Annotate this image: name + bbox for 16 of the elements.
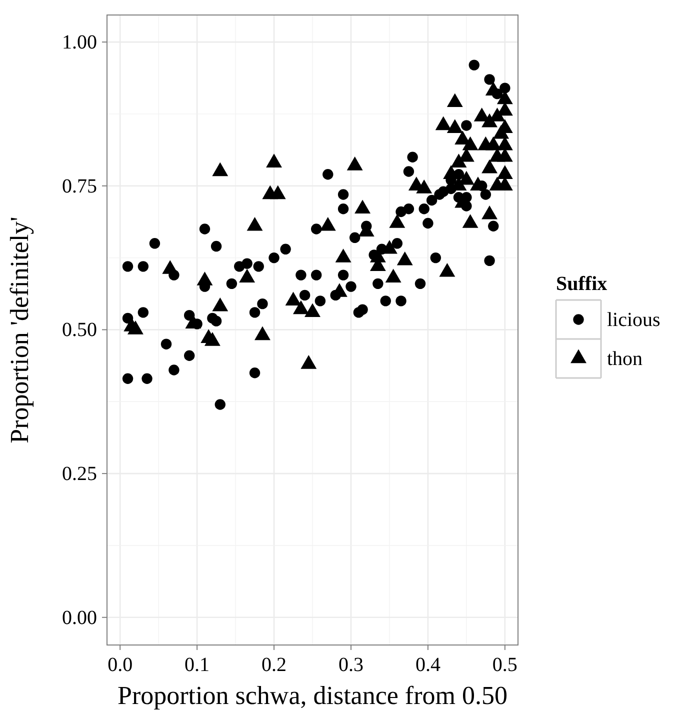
x-tick-label: 0.0 (108, 654, 133, 676)
y-tick-label: 1.00 (62, 31, 97, 54)
y-tick-label: 0.25 (62, 462, 97, 485)
x-tick-label: 0.3 (338, 654, 364, 676)
x-axis-title: Proportion schwa, distance from 0.50 (118, 681, 508, 710)
legend-title: Suffix (556, 273, 608, 295)
x-tick-label: 0.4 (415, 654, 440, 676)
legend-label: thon (607, 348, 643, 370)
y-tick-label: 0.50 (62, 319, 97, 342)
x-tick-label: 0.1 (184, 654, 210, 676)
x-tick-label: 0.5 (492, 654, 518, 676)
legend-label: licious (607, 309, 661, 331)
x-tick-label: 0.2 (262, 654, 287, 676)
y-tick-label: 0.00 (62, 606, 97, 629)
y-axis-title: Proportion 'definitely' (5, 216, 34, 444)
y-tick-label: 0.75 (62, 175, 97, 198)
